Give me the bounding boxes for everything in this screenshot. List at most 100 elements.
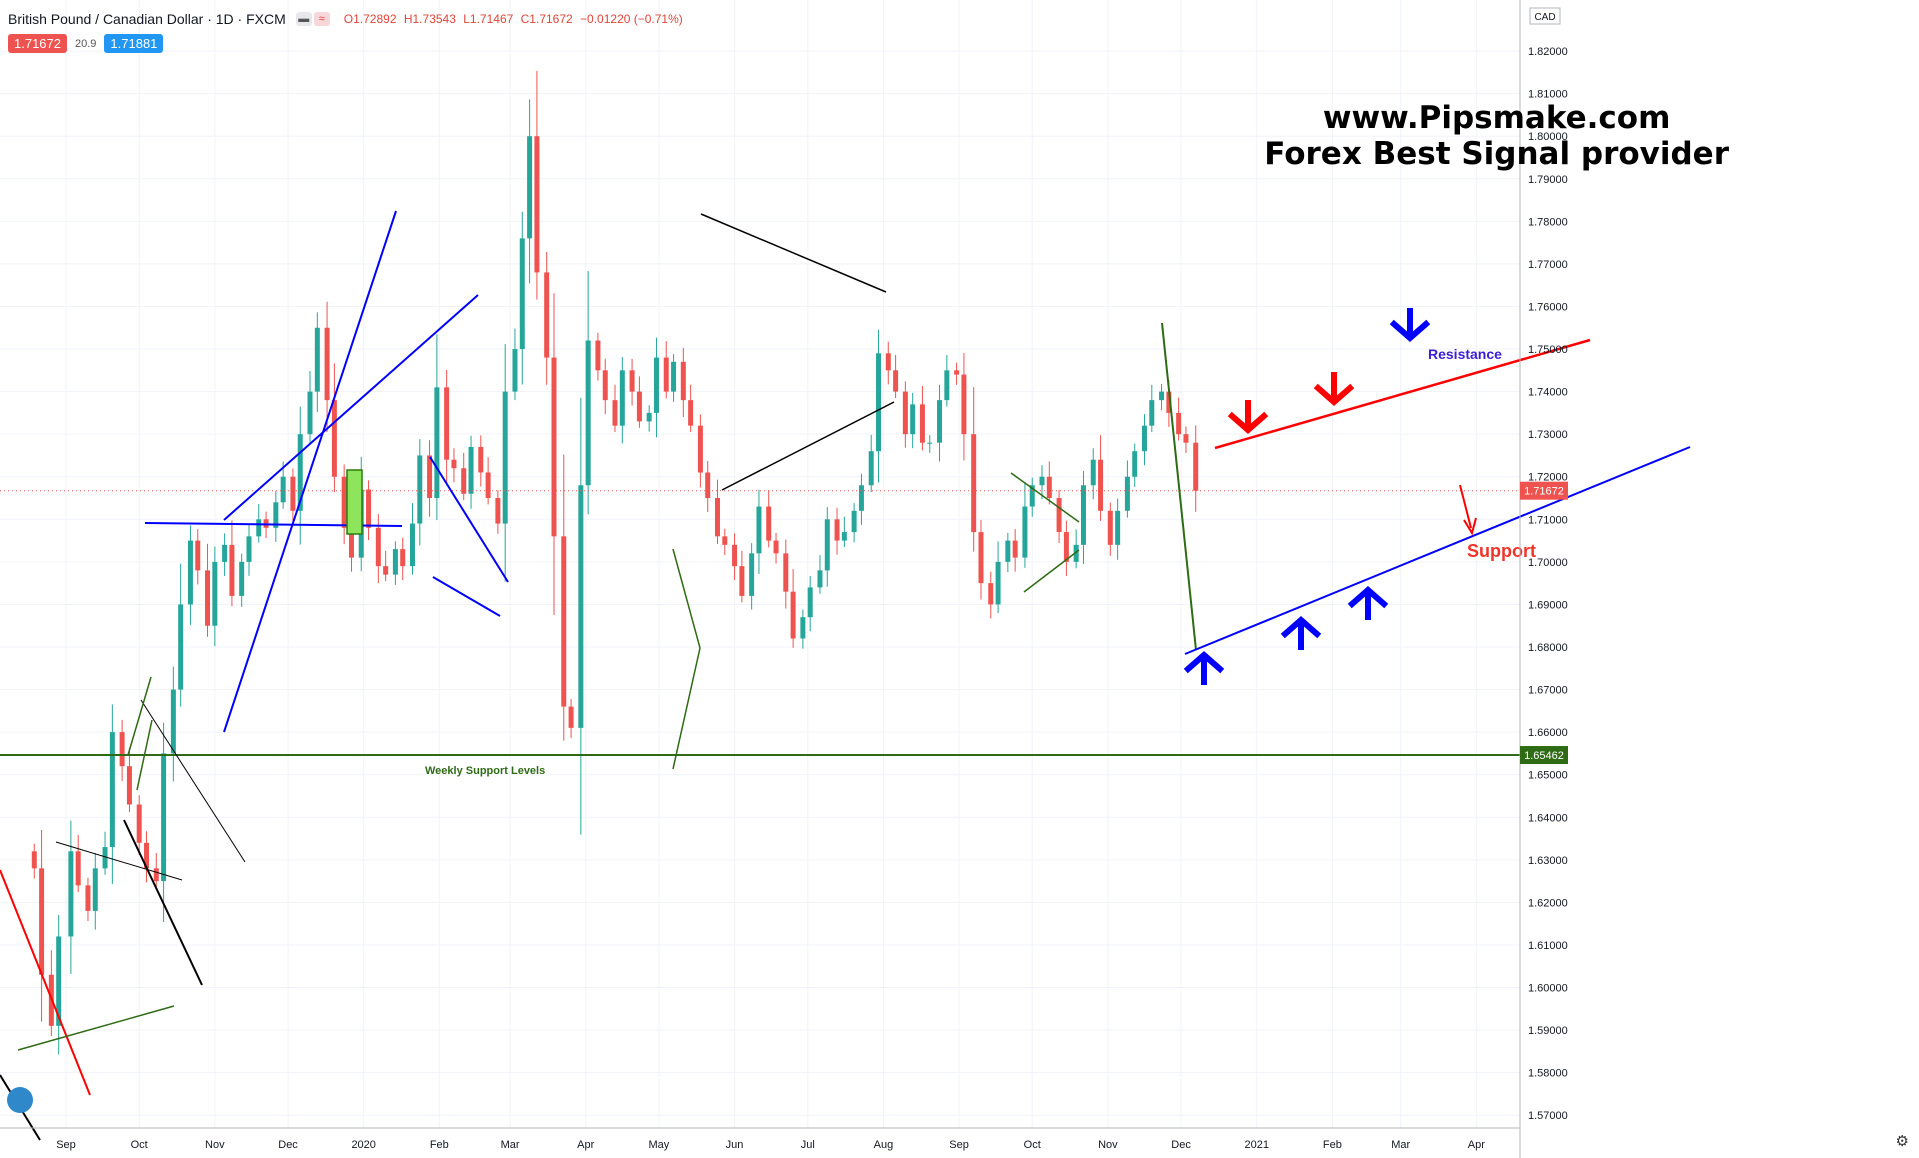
candle-body — [705, 472, 711, 499]
gear-icon[interactable]: ⚙ — [1895, 1133, 1909, 1150]
candle-body — [1132, 451, 1138, 477]
candle-body — [512, 349, 518, 392]
candle-body — [75, 851, 81, 886]
x-tick-label: Feb — [1323, 1139, 1342, 1151]
x-tick-label: May — [649, 1139, 670, 1151]
candle-body — [978, 532, 984, 584]
candle-body — [246, 536, 252, 562]
candle-body — [1029, 485, 1035, 507]
trendline — [0, 869, 91, 1096]
compare-icon[interactable]: ≈ — [313, 12, 330, 26]
tradingview-logo-icon[interactable] — [7, 1087, 33, 1113]
candle-body — [417, 455, 423, 524]
candles — [31, 70, 1199, 1055]
candle-body — [876, 353, 882, 452]
y-tick-label: 1.77000 — [1528, 259, 1568, 271]
watermark: www.Pipsmake.com Forex Best Signal provi… — [1264, 100, 1729, 172]
buy-button[interactable]: 1.71881 — [104, 34, 164, 53]
trendline — [672, 548, 701, 649]
candle-body — [612, 400, 618, 426]
candle-body — [444, 387, 450, 460]
legend-header: British Pound / Canadian Dollar · 1D · F… — [8, 10, 687, 28]
candle-body — [1063, 532, 1069, 562]
candle-body — [783, 553, 789, 592]
y-tick-label: 1.71000 — [1528, 514, 1568, 526]
trendline — [55, 841, 183, 881]
x-tick-label: Sep — [56, 1139, 76, 1151]
candle-body — [602, 370, 608, 401]
candle-body — [1012, 540, 1018, 558]
candle-body — [400, 549, 406, 567]
x-tick-label: Nov — [205, 1139, 225, 1151]
candle-body — [348, 527, 354, 558]
candle-body — [434, 387, 440, 499]
candle-body — [1115, 510, 1121, 545]
symbol-title[interactable]: British Pound / Canadian Dollar · 1D · F… — [8, 11, 286, 27]
x-tick-label: Oct — [131, 1139, 148, 1151]
x-tick-label: Jul — [801, 1139, 815, 1151]
sell-button[interactable]: 1.71672 — [8, 34, 67, 53]
candle-body — [502, 391, 508, 524]
axes: 1.57000 1.58000 1.59000 1.60000 1.61000 1.620… — [0, 0, 1568, 1158]
x-tick-label: Dec — [278, 1139, 298, 1151]
candle-body — [409, 523, 415, 567]
candle-body — [885, 353, 891, 371]
x-tick-label: Oct — [1024, 1139, 1041, 1151]
candle-body — [31, 851, 37, 869]
y-tick-label: 1.68000 — [1528, 642, 1568, 654]
candle-body — [688, 400, 694, 426]
support-price-tag-bg — [1520, 746, 1568, 765]
trendline — [223, 210, 397, 733]
candle-body — [858, 485, 864, 511]
candle-body — [1090, 459, 1096, 486]
candle-body — [1098, 459, 1104, 511]
candle-body — [807, 587, 813, 618]
y-tick-label: 1.57000 — [1528, 1110, 1568, 1122]
candle-body — [841, 532, 847, 541]
candle-body — [39, 868, 45, 975]
candle-body — [663, 357, 669, 392]
candle-body — [383, 566, 389, 575]
candle-body — [732, 544, 738, 567]
x-tick-label: Mar — [1391, 1139, 1410, 1151]
high-value: H1.73543 — [403, 12, 456, 26]
candle-body — [910, 404, 916, 435]
candle-body — [790, 591, 796, 639]
y-tick-label: 1.58000 — [1528, 1068, 1568, 1080]
candle-body — [697, 425, 703, 473]
y-tick-label: 1.66000 — [1528, 727, 1568, 739]
candle-body — [868, 451, 874, 486]
candle-body — [1056, 498, 1062, 533]
x-tick-label: Dec — [1171, 1139, 1191, 1151]
highlight-box — [346, 469, 363, 535]
ohlc-values: O1.72892 H1.73543 L1.71467 C1.71672 −0.0… — [344, 12, 687, 26]
candle-body — [375, 527, 381, 567]
candle-body — [307, 391, 313, 435]
down-arrow-icon — [1227, 411, 1269, 434]
y-tick-label: 1.72000 — [1528, 472, 1568, 484]
trendline — [1184, 446, 1691, 655]
trendline — [721, 401, 895, 491]
y-tick-label: 1.67000 — [1528, 685, 1568, 697]
y-tick-label: 1.64000 — [1528, 812, 1568, 824]
candle-body — [919, 404, 925, 443]
candle-body — [451, 459, 457, 469]
trendline — [1161, 322, 1197, 651]
candle-body — [314, 327, 320, 392]
candle-body — [1159, 391, 1165, 401]
x-tick-label: 2021 — [1244, 1139, 1268, 1151]
candle-body — [280, 476, 286, 503]
y-tick-label: 1.59000 — [1528, 1025, 1568, 1037]
candle-body — [834, 519, 840, 541]
currency-label: CAD — [1534, 12, 1555, 23]
candle-body — [161, 753, 167, 882]
watermark-line1: www.Pipsmake.com — [1322, 100, 1671, 136]
x-tick-label: Jun — [726, 1139, 744, 1151]
hide-icon[interactable]: ▬ — [295, 12, 312, 26]
candle-body — [1166, 391, 1172, 413]
candle-body — [102, 847, 108, 869]
candle-body — [954, 370, 960, 375]
candle-body — [629, 370, 635, 392]
candle-body — [290, 476, 296, 511]
